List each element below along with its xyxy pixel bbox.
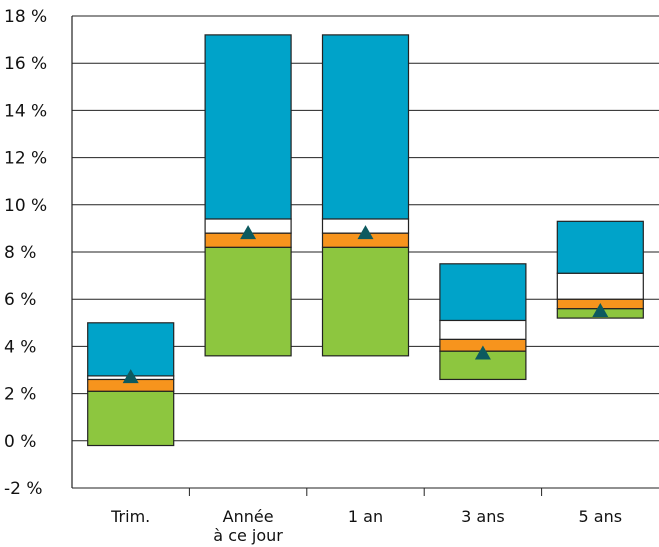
y-tick-label: 16 % [4, 54, 47, 74]
bar-segment [204, 34, 292, 220]
marker-triangle [240, 225, 257, 240]
bar-segment [321, 34, 410, 220]
bar-segment [321, 246, 410, 357]
marker-triangle [122, 369, 139, 384]
marker-triangle [592, 303, 609, 317]
marker-triangle [474, 345, 491, 360]
y-tick-label: 8 % [4, 243, 36, 263]
axes [71, 16, 543, 496]
y-tick-label: 14 % [4, 101, 47, 121]
x-category-labels: Trim. Année à ce jour 1 an 3 ans 5 ans [110, 507, 622, 545]
y-tick-label: -2 % [4, 479, 43, 499]
x-category-label: Trim. [110, 507, 150, 526]
x-category-label: 3 ans [461, 507, 505, 526]
bar-segment [439, 263, 527, 322]
bar-segment [556, 272, 644, 300]
bar-segment [87, 322, 175, 377]
y-tick-label: 0 % [4, 432, 36, 452]
y-tick-labels: -2 % 0 % 2 % 4 % 6 % 8 % 10 % 12 % 14 % 16 % 18 % [4, 7, 47, 499]
y-tick-label: 2 % [4, 385, 36, 405]
y-tick-label: 10 % [4, 196, 47, 216]
marker-triangle [357, 225, 374, 240]
y-tick-label: 18 % [4, 7, 47, 27]
x-category-label: 1 an [348, 507, 383, 526]
bar-segment [556, 220, 644, 274]
bar-segment [439, 319, 527, 340]
bars [87, 34, 644, 447]
y-tick-label: 4 % [4, 337, 36, 357]
y-tick-label: 12 % [4, 149, 47, 169]
y-tick-label: 6 % [4, 290, 36, 310]
bar-segment [87, 390, 175, 447]
bar-segment [204, 246, 292, 357]
x-category-label: Année à ce jour [213, 507, 283, 545]
markers [122, 225, 609, 384]
x-category-label: 5 ans [579, 507, 623, 526]
